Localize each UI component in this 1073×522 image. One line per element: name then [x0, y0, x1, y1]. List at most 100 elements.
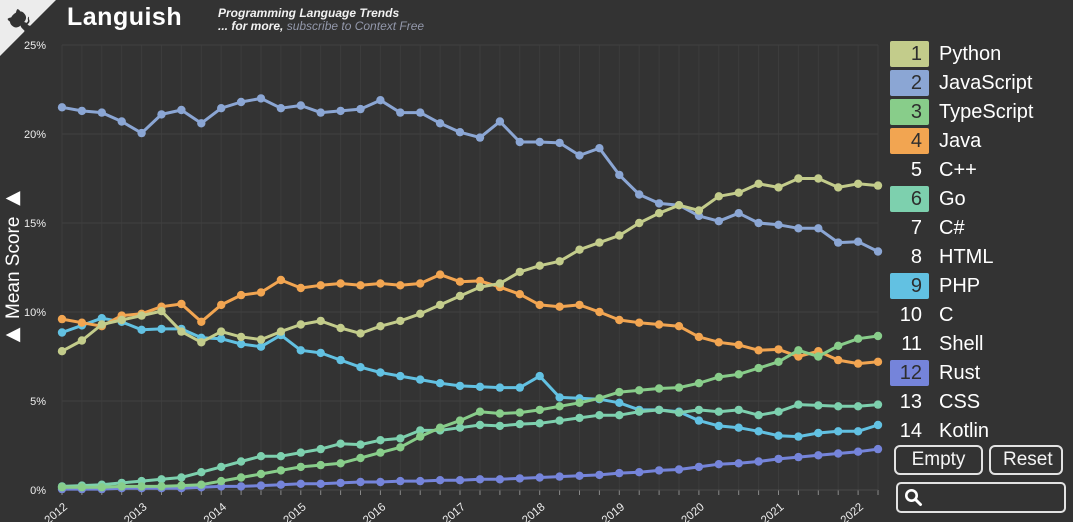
series-point-python: [853, 179, 863, 188]
series-point-java: [654, 320, 664, 329]
series-point-typescript: [455, 416, 465, 425]
legend-item-css[interactable]: 13 CSS: [890, 389, 1070, 415]
series-point-go: [376, 436, 385, 445]
series-point-php: [356, 363, 365, 372]
series-point-javascript: [77, 106, 87, 116]
series-point-java: [774, 345, 783, 354]
series-point-php: [455, 381, 465, 391]
series-point-php: [57, 328, 67, 337]
series-point-java: [714, 338, 723, 347]
series-point-javascript: [256, 94, 266, 103]
reset-button[interactable]: Reset: [989, 445, 1063, 475]
legend-item-go[interactable]: 6 Go: [890, 186, 1070, 212]
series-line-php: [60, 316, 880, 439]
legend-item-typescript[interactable]: 3 TypeScript: [890, 99, 1070, 125]
series-point-php: [157, 324, 166, 334]
series-point-typescript: [853, 334, 863, 343]
github-octocat-icon: [0, 0, 56, 56]
github-corner-link[interactable]: [0, 0, 56, 56]
app-subtitle: Programming Language Trends ... for more…: [218, 7, 424, 33]
series-point-rust: [873, 444, 883, 454]
series-point-go: [495, 421, 505, 431]
series-point-javascript: [475, 133, 485, 142]
legend-item-php[interactable]: 9 PHP: [890, 273, 1070, 299]
series-point-go: [595, 411, 604, 420]
series-point-typescript: [873, 331, 883, 341]
series-point-python: [475, 282, 485, 292]
series-point-python: [635, 218, 644, 228]
legend-item-java[interactable]: 4 Java: [890, 128, 1070, 154]
legend-item-cpp[interactable]: 5 C++: [890, 157, 1070, 183]
series-point-go: [853, 402, 863, 411]
series-point-java: [873, 357, 883, 366]
legend-item-javascript[interactable]: 2 JavaScript: [890, 70, 1070, 96]
legend-item-csharp[interactable]: 7 C#: [890, 215, 1070, 241]
app-title: Languish: [67, 3, 183, 31]
search-box[interactable]: [896, 482, 1066, 513]
legend-item-python[interactable]: 1 Python: [890, 41, 1070, 67]
series-point-java: [57, 314, 67, 324]
series-point-php: [515, 383, 524, 392]
series-point-java: [674, 322, 684, 331]
series-point-typescript: [117, 482, 126, 491]
series-point-rust: [834, 449, 843, 458]
search-input[interactable]: [928, 487, 1058, 508]
series-point-php: [535, 371, 544, 381]
series-point-rust: [595, 470, 604, 480]
series-point-javascript: [754, 218, 763, 228]
legend-item-shell[interactable]: 11 Shell: [890, 331, 1070, 357]
series-point-php: [555, 393, 564, 402]
series-point-java: [256, 288, 266, 297]
series-point-java: [475, 276, 485, 286]
series-point-rust: [356, 477, 365, 487]
empty-button[interactable]: Empty: [894, 445, 983, 475]
series-point-python: [217, 327, 226, 336]
legend-item-html[interactable]: 8 HTML: [890, 244, 1070, 270]
series-point-go: [615, 411, 624, 420]
series-point-python: [77, 336, 87, 345]
series-point-php: [296, 346, 305, 355]
series-point-go: [396, 434, 405, 443]
series-point-java: [635, 318, 644, 327]
series-point-typescript: [356, 453, 365, 463]
series-point-java: [316, 281, 325, 290]
x-tick-label: 2019: [600, 501, 627, 522]
series-point-typescript: [595, 394, 604, 403]
series-point-java: [535, 300, 544, 310]
legend-item-rust[interactable]: 12 Rust: [890, 360, 1070, 386]
series-point-javascript: [794, 224, 803, 233]
series-point-javascript: [336, 106, 345, 116]
series-point-java: [555, 302, 564, 311]
x-tick-label: 2017: [441, 501, 468, 522]
legend-item-kotlin[interactable]: 14 Kotlin: [890, 418, 1070, 444]
series-point-python: [794, 174, 803, 183]
x-tick-label: 2014: [202, 501, 230, 522]
search-icon: [905, 489, 922, 506]
series-point-php: [615, 398, 624, 407]
series-point-typescript: [197, 480, 206, 489]
series-point-java: [217, 300, 226, 310]
series-point-python: [276, 327, 286, 336]
series-point-go: [635, 407, 644, 416]
series-point-java: [376, 279, 385, 288]
series-point-javascript: [515, 137, 524, 147]
context-free-link[interactable]: subscribe to Context Free: [286, 19, 425, 33]
series-point-go: [814, 401, 823, 410]
series-point-java: [396, 281, 405, 290]
series-point-typescript: [635, 386, 644, 395]
series-point-javascript: [177, 105, 186, 115]
legend-item-c[interactable]: 10 C: [890, 302, 1070, 328]
series-point-java: [416, 279, 425, 288]
series-point-typescript: [416, 432, 425, 441]
series-point-java: [455, 277, 465, 286]
series-point-javascript: [137, 128, 146, 138]
series-point-java: [236, 290, 246, 300]
subtitle-line: Programming Language Trends: [218, 6, 400, 20]
y-tick-label: 15%: [24, 218, 46, 230]
series-point-javascript: [495, 117, 505, 126]
legend-rank: 14: [899, 419, 922, 442]
series-point-rust: [316, 479, 325, 488]
series-point-php: [834, 427, 843, 436]
series-point-go: [455, 423, 465, 432]
legend-label: TypeScript: [939, 100, 1034, 123]
